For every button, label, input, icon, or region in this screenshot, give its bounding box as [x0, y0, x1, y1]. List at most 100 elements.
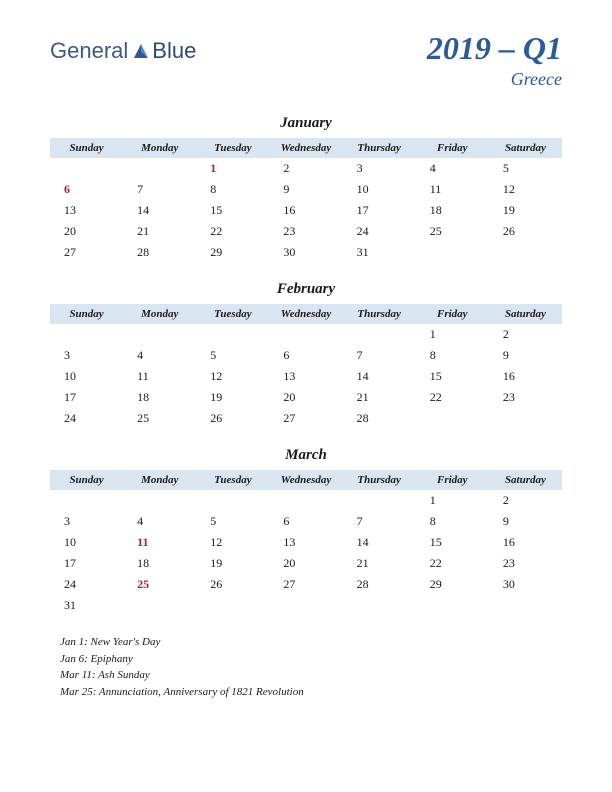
day-header: Sunday [50, 470, 123, 490]
calendar-cell: 17 [50, 553, 123, 574]
calendar-cell: 26 [489, 221, 562, 242]
calendar-row: 6789101112 [50, 179, 562, 200]
calendar-cell: 28 [123, 242, 196, 263]
calendar-cell: 9 [269, 179, 342, 200]
calendar-cell: 22 [416, 553, 489, 574]
calendar-cell: 5 [489, 158, 562, 179]
calendar-table: SundayMondayTuesdayWednesdayThursdayFrid… [50, 138, 562, 263]
calendar-cell: 2 [489, 324, 562, 345]
calendar-cell: 26 [196, 408, 269, 429]
calendar-cell: 14 [343, 366, 416, 387]
calendar-cell: 11 [416, 179, 489, 200]
calendar-cell [489, 595, 562, 616]
calendar-cell [50, 158, 123, 179]
calendar-cell: 12 [196, 532, 269, 553]
day-header: Friday [416, 304, 489, 324]
calendar-cell [416, 595, 489, 616]
calendar-cell: 7 [343, 345, 416, 366]
calendar-cell: 18 [123, 387, 196, 408]
calendar-cell [269, 324, 342, 345]
calendar-row: 17181920212223 [50, 387, 562, 408]
day-header: Monday [123, 138, 196, 158]
calendar-cell: 21 [123, 221, 196, 242]
day-header: Saturday [489, 304, 562, 324]
calendar-cell: 9 [489, 345, 562, 366]
calendar-row: 12345 [50, 158, 562, 179]
calendar-cell: 3 [343, 158, 416, 179]
calendar-cell [123, 490, 196, 511]
country-name: Greece [427, 69, 562, 90]
calendar-cell: 13 [50, 200, 123, 221]
calendar-cell: 19 [196, 387, 269, 408]
calendar-row: 20212223242526 [50, 221, 562, 242]
calendar-cell: 4 [416, 158, 489, 179]
calendar-cell: 15 [196, 200, 269, 221]
month-name: February [50, 281, 562, 298]
calendar-cell: 5 [196, 511, 269, 532]
calendar-cell: 23 [489, 387, 562, 408]
logo: General Blue [50, 38, 196, 64]
calendar-cell: 12 [196, 366, 269, 387]
calendar-cell: 1 [416, 490, 489, 511]
day-header: Wednesday [269, 304, 342, 324]
calendar-cell: 29 [196, 242, 269, 263]
calendar-cell: 16 [489, 366, 562, 387]
calendar-cell: 1 [416, 324, 489, 345]
calendar-cell: 27 [269, 408, 342, 429]
calendar-cell: 7 [343, 511, 416, 532]
calendar-cell: 25 [416, 221, 489, 242]
calendar-cell: 4 [123, 345, 196, 366]
calendar-cell: 13 [269, 532, 342, 553]
calendar-row: 12 [50, 324, 562, 345]
day-header: Monday [123, 304, 196, 324]
calendar-cell [489, 408, 562, 429]
day-header: Tuesday [196, 138, 269, 158]
calendar-cell: 27 [269, 574, 342, 595]
month-name: January [50, 115, 562, 132]
calendar-cell: 17 [50, 387, 123, 408]
calendar-cell: 4 [123, 511, 196, 532]
calendar-cell [196, 324, 269, 345]
calendar-cell [196, 490, 269, 511]
calendar-row: 10111213141516 [50, 366, 562, 387]
calendar-cell: 5 [196, 345, 269, 366]
calendar-cell [50, 490, 123, 511]
calendar-cell: 12 [489, 179, 562, 200]
quarter-title: 2019 – Q1 [427, 30, 562, 67]
calendar-cell: 10 [50, 532, 123, 553]
calendar-cell: 15 [416, 366, 489, 387]
day-header: Thursday [343, 138, 416, 158]
calendar-cell [123, 158, 196, 179]
calendar-row: 13141516171819 [50, 200, 562, 221]
calendar-cell: 3 [50, 511, 123, 532]
calendar-cell: 8 [416, 511, 489, 532]
calendar-cell: 17 [343, 200, 416, 221]
calendar-cell: 20 [50, 221, 123, 242]
logo-text-general: General [50, 38, 128, 64]
calendar-cell: 26 [196, 574, 269, 595]
day-header: Friday [416, 138, 489, 158]
calendar-row: 3456789 [50, 511, 562, 532]
calendar-cell [416, 242, 489, 263]
calendar-cell: 8 [416, 345, 489, 366]
day-header: Wednesday [269, 470, 342, 490]
calendar-cell [343, 490, 416, 511]
calendar-cell: 28 [343, 408, 416, 429]
holiday-entry: Jan 6: Epiphany [60, 651, 562, 668]
calendar-cell: 16 [269, 200, 342, 221]
calendar-cell: 3 [50, 345, 123, 366]
day-header: Saturday [489, 470, 562, 490]
calendar-cell: 23 [489, 553, 562, 574]
calendar-cell: 18 [123, 553, 196, 574]
calendar-cell: 20 [269, 387, 342, 408]
calendar-row: 12 [50, 490, 562, 511]
calendar-cell: 1 [196, 158, 269, 179]
day-header: Thursday [343, 304, 416, 324]
month-block: January SundayMondayTuesdayWednesdayThurs… [50, 115, 562, 263]
calendar-cell: 2 [269, 158, 342, 179]
day-header: Tuesday [196, 470, 269, 490]
month-block: FebruarySundayMondayTuesdayWednesdayThur… [50, 281, 562, 429]
calendar-cell: 31 [343, 242, 416, 263]
calendar-cell: 18 [416, 200, 489, 221]
calendar-cell: 19 [196, 553, 269, 574]
